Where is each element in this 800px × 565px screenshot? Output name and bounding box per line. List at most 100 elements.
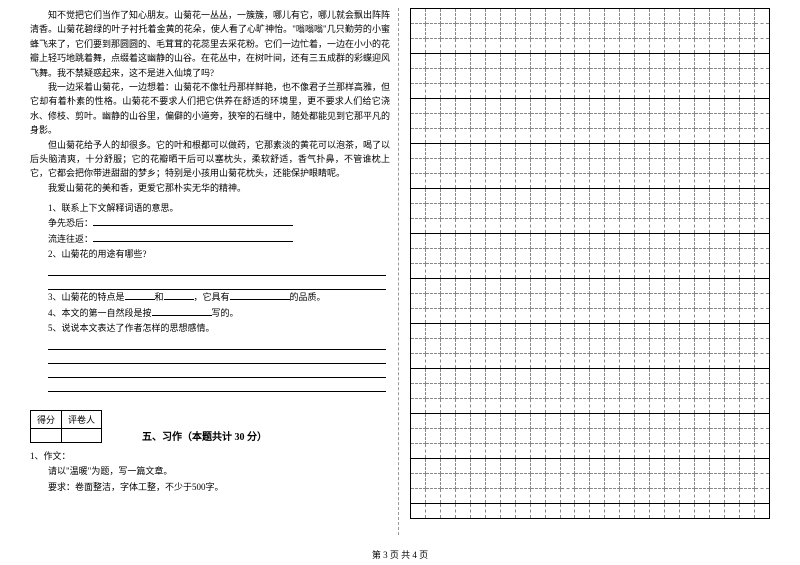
grid-cell[interactable] <box>560 69 575 84</box>
grid-cell[interactable] <box>590 114 605 129</box>
grid-cell[interactable] <box>710 129 725 144</box>
grid-cell[interactable] <box>470 354 485 369</box>
grid-cell[interactable] <box>710 249 725 264</box>
grid-cell[interactable] <box>560 54 575 69</box>
grid-cell[interactable] <box>650 9 665 24</box>
grid-cell[interactable] <box>470 264 485 279</box>
grid-cell[interactable] <box>635 39 650 54</box>
grid-cell[interactable] <box>650 219 665 234</box>
grid-cell[interactable] <box>635 399 650 414</box>
grid-cell[interactable] <box>470 444 485 459</box>
grid-cell[interactable] <box>440 414 455 429</box>
grid-cell[interactable] <box>515 294 530 309</box>
grid-cell[interactable] <box>650 54 665 69</box>
grid-cell[interactable] <box>470 279 485 294</box>
grid-cell[interactable] <box>635 54 650 69</box>
grid-cell[interactable] <box>739 264 754 279</box>
grid-cell[interactable] <box>425 234 440 249</box>
grid-cell[interactable] <box>739 204 754 219</box>
grid-cell[interactable] <box>575 234 590 249</box>
grid-cell[interactable] <box>620 264 635 279</box>
grid-cell[interactable] <box>739 414 754 429</box>
grid-cell[interactable] <box>710 174 725 189</box>
grid-cell[interactable] <box>515 24 530 39</box>
grid-cell[interactable] <box>665 129 680 144</box>
grid-cell[interactable] <box>545 309 560 324</box>
grid-cell[interactable] <box>725 99 740 114</box>
blank-input[interactable] <box>230 290 290 300</box>
grid-cell[interactable] <box>530 159 545 174</box>
grid-cell[interactable] <box>425 204 440 219</box>
grid-cell[interactable] <box>440 504 455 519</box>
grid-cell[interactable] <box>500 24 515 39</box>
grid-cell[interactable] <box>650 39 665 54</box>
grid-cell[interactable] <box>590 504 605 519</box>
grid-cell[interactable] <box>411 339 426 354</box>
grid-cell[interactable] <box>605 204 620 219</box>
grid-cell[interactable] <box>754 444 769 459</box>
grid-cell[interactable] <box>411 429 426 444</box>
grid-cell[interactable] <box>665 264 680 279</box>
grid-cell[interactable] <box>650 114 665 129</box>
grid-cell[interactable] <box>545 99 560 114</box>
grid-cell[interactable] <box>515 99 530 114</box>
grid-cell[interactable] <box>695 354 710 369</box>
grid-cell[interactable] <box>560 234 575 249</box>
grid-cell[interactable] <box>500 174 515 189</box>
grid-cell[interactable] <box>650 69 665 84</box>
grid-cell[interactable] <box>605 129 620 144</box>
grid-cell[interactable] <box>530 189 545 204</box>
grid-cell[interactable] <box>680 414 695 429</box>
grid-cell[interactable] <box>470 144 485 159</box>
grid-cell[interactable] <box>590 99 605 114</box>
grid-cell[interactable] <box>560 129 575 144</box>
grid-cell[interactable] <box>440 54 455 69</box>
grid-cell[interactable] <box>739 399 754 414</box>
grid-cell[interactable] <box>485 339 500 354</box>
grid-cell[interactable] <box>754 249 769 264</box>
grid-cell[interactable] <box>485 234 500 249</box>
grid-cell[interactable] <box>545 144 560 159</box>
grid-cell[interactable] <box>710 84 725 99</box>
grid-cell[interactable] <box>725 39 740 54</box>
grid-cell[interactable] <box>425 264 440 279</box>
grid-cell[interactable] <box>665 444 680 459</box>
grid-cell[interactable] <box>680 489 695 504</box>
grid-cell[interactable] <box>739 504 754 519</box>
grid-cell[interactable] <box>485 39 500 54</box>
grid-cell[interactable] <box>485 159 500 174</box>
grid-cell[interactable] <box>485 279 500 294</box>
grid-cell[interactable] <box>695 84 710 99</box>
grid-cell[interactable] <box>560 489 575 504</box>
grid-cell[interactable] <box>485 399 500 414</box>
grid-cell[interactable] <box>515 429 530 444</box>
grid-cell[interactable] <box>530 204 545 219</box>
grid-cell[interactable] <box>425 429 440 444</box>
grid-cell[interactable] <box>590 294 605 309</box>
grid-cell[interactable] <box>635 114 650 129</box>
grid-cell[interactable] <box>411 189 426 204</box>
grid-cell[interactable] <box>515 264 530 279</box>
grid-cell[interactable] <box>635 84 650 99</box>
grid-cell[interactable] <box>695 399 710 414</box>
grid-cell[interactable] <box>739 354 754 369</box>
grid-cell[interactable] <box>440 24 455 39</box>
grid-cell[interactable] <box>455 39 470 54</box>
grid-cell[interactable] <box>530 99 545 114</box>
grid-cell[interactable] <box>635 9 650 24</box>
grid-cell[interactable] <box>725 504 740 519</box>
grid-cell[interactable] <box>605 339 620 354</box>
grid-cell[interactable] <box>515 504 530 519</box>
grid-cell[interactable] <box>545 219 560 234</box>
grid-cell[interactable] <box>620 474 635 489</box>
grid-cell[interactable] <box>560 264 575 279</box>
grid-cell[interactable] <box>725 474 740 489</box>
grid-cell[interactable] <box>665 174 680 189</box>
grid-cell[interactable] <box>620 309 635 324</box>
grid-cell[interactable] <box>515 9 530 24</box>
grid-cell[interactable] <box>411 69 426 84</box>
grid-cell[interactable] <box>710 369 725 384</box>
grid-cell[interactable] <box>680 444 695 459</box>
grid-cell[interactable] <box>575 204 590 219</box>
grid-cell[interactable] <box>411 369 426 384</box>
